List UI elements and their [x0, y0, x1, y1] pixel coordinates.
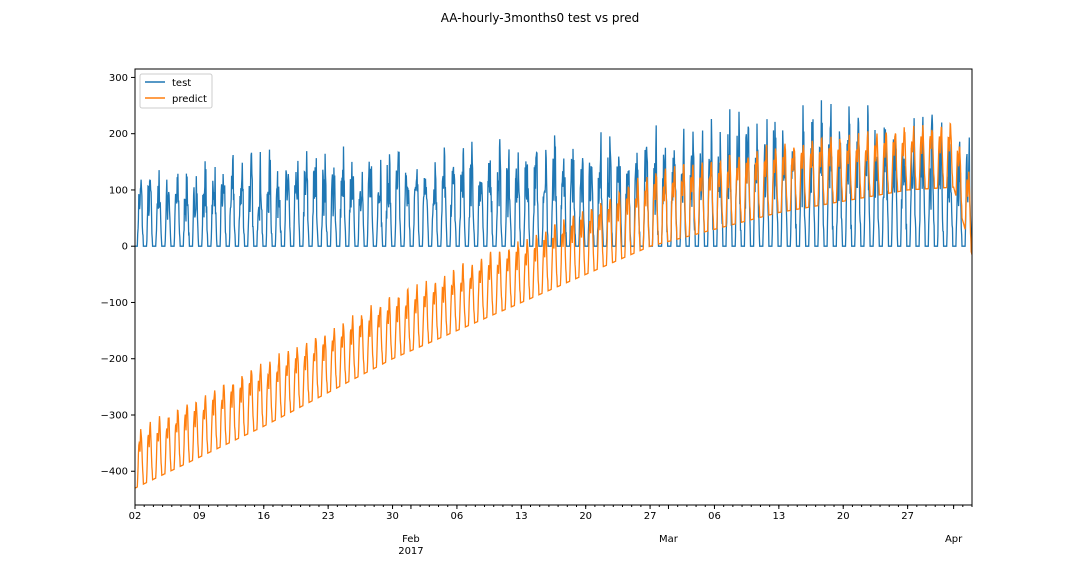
x-tick-label: 30 — [386, 511, 399, 522]
y-tick-label: 300 — [109, 73, 128, 84]
y-axis: 300 200 100 0 −100 −200 −300 −400 — [101, 73, 135, 478]
x-tick-sublabel: 2017 — [398, 546, 423, 557]
x-tick-label: 06 — [451, 511, 464, 522]
x-tick-label: 13 — [772, 511, 785, 522]
x-tick-label: 02 — [129, 511, 142, 522]
x-tick-label: 16 — [257, 511, 270, 522]
x-tick-label: Feb — [402, 534, 420, 545]
series-line-test — [135, 100, 972, 247]
y-tick-label: −400 — [101, 467, 128, 478]
x-tick-label: 27 — [901, 511, 914, 522]
plot-frame — [134, 68, 973, 506]
y-tick-label: −300 — [101, 410, 128, 421]
x-tick-label: 27 — [644, 511, 657, 522]
x-tick-label: 13 — [515, 511, 528, 522]
y-tick-label: 200 — [109, 129, 128, 140]
x-tick-label: 20 — [579, 511, 592, 522]
legend: test predict — [139, 73, 213, 109]
legend-label-test: test — [172, 78, 191, 89]
legend-label-predict: predict — [172, 94, 207, 105]
y-tick-label: 0 — [122, 242, 128, 253]
x-tick-label: 09 — [193, 511, 206, 522]
chart-title: AA-hourly-3months0 test vs pred — [441, 11, 639, 25]
x-tick-label: 06 — [708, 511, 721, 522]
x-tick-label: Apr — [945, 534, 963, 545]
x-tick-label: Mar — [659, 534, 679, 545]
series-line-predict — [135, 122, 972, 489]
y-tick-label: −100 — [101, 298, 128, 309]
x-tick-label: 23 — [322, 511, 335, 522]
y-tick-label: 100 — [109, 185, 128, 196]
y-tick-label: −200 — [101, 354, 128, 365]
series-layer — [135, 100, 972, 489]
x-tick-label: 20 — [837, 511, 850, 522]
